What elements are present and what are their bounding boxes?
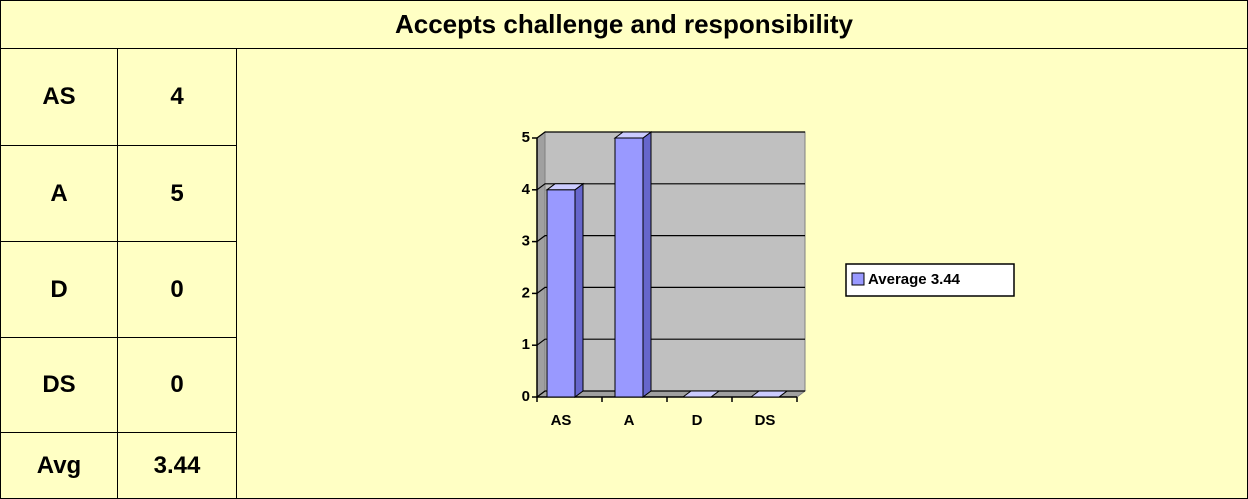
value-cell: 0	[118, 338, 237, 433]
bar-front	[546, 189, 576, 398]
bar-top	[749, 390, 789, 398]
legend-label: Average 3.44	[868, 271, 961, 288]
value-cell: 0	[118, 242, 237, 338]
bar	[545, 182, 585, 398]
back-wall	[544, 131, 806, 392]
y-tick-label: 3	[522, 233, 530, 250]
bar-top	[681, 390, 721, 398]
bar-side	[642, 131, 652, 398]
legend-box	[845, 263, 1015, 297]
bar	[749, 390, 789, 398]
y-tick-label: 0	[522, 388, 530, 405]
grid-line	[536, 235, 805, 243]
bar	[613, 131, 653, 398]
y-tick-label: 4	[522, 181, 531, 198]
label-cell: AS	[1, 49, 118, 146]
bar	[681, 390, 721, 398]
bar-front	[614, 137, 644, 398]
label-cell: A	[1, 146, 118, 242]
label-cell: D	[1, 242, 118, 338]
value-cell: 3.44	[118, 433, 237, 499]
x-tick-label: A	[624, 412, 635, 429]
y-tick-label: 5	[522, 129, 530, 146]
title: Accepts challenge and responsibility	[1, 1, 1247, 49]
grid-line	[536, 286, 805, 294]
y-tick-label: 2	[522, 284, 530, 301]
label-cell: Avg	[1, 433, 118, 499]
value-cell: 5	[118, 146, 237, 242]
grid-line	[536, 183, 805, 191]
x-tick-label: D	[692, 412, 703, 429]
grid-line	[536, 131, 805, 139]
bar-top	[613, 131, 653, 139]
x-tick-label: AS	[551, 412, 572, 429]
y-tick-label: 1	[522, 336, 530, 353]
value-cell: 4	[118, 49, 237, 146]
bar-side	[574, 182, 584, 398]
label-cell: DS	[1, 338, 118, 433]
grid-line	[536, 338, 805, 346]
bar-top	[545, 183, 585, 191]
side-wall	[536, 131, 546, 398]
legend-swatch	[851, 272, 865, 286]
x-tick-label: DS	[755, 412, 776, 429]
